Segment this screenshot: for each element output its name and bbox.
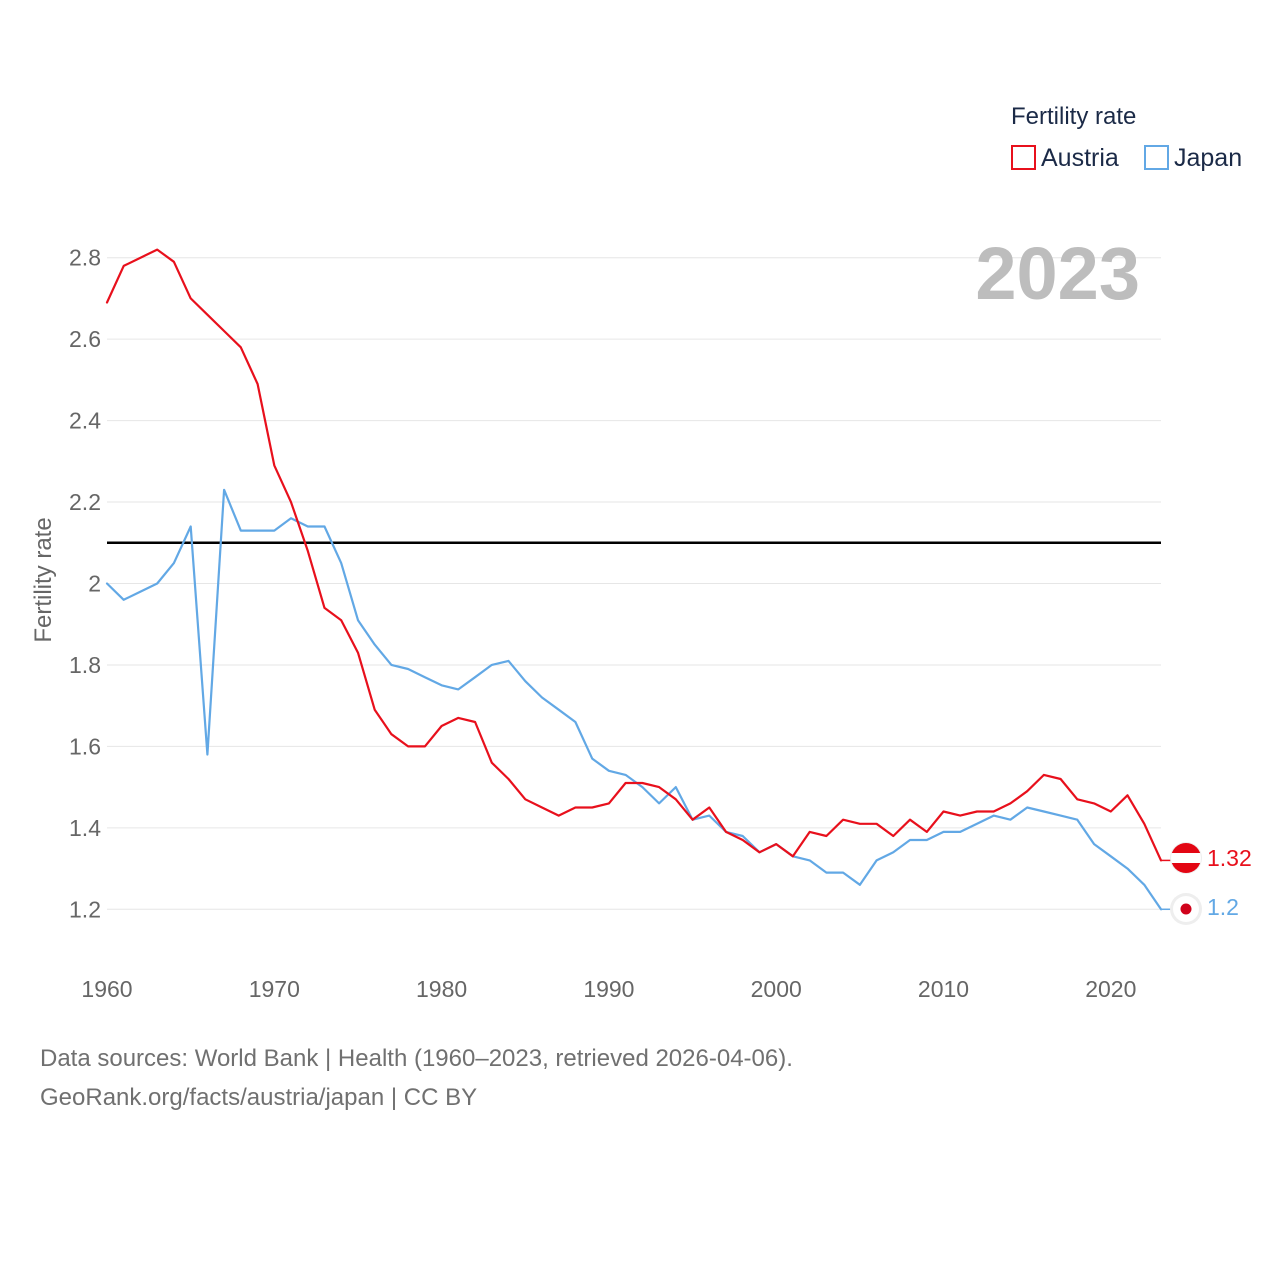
legend-swatch-japan [1144,145,1169,170]
legend-item-japan[interactable]: Japan [1144,144,1242,172]
legend-label-japan: Japan [1174,144,1242,172]
grid [107,257,1161,910]
x-tick-label: 2000 [751,976,802,1002]
year-display: 2023 [975,232,1140,315]
legend-swatch-austria [1011,145,1036,170]
x-tick-label: 1960 [81,976,132,1002]
y-tick-label: 1.8 [69,652,101,678]
y-tick-label: 1.6 [69,733,101,759]
y-tick-label: 1.2 [69,896,101,922]
y-axis: 1.2 1.4 1.6 1.8 2 2.2 2.4 2.6 2.8 [69,245,101,923]
legend-label-austria: Austria [1041,144,1119,172]
y-tick-label: 2 [88,571,101,597]
legend-title: Fertility rate [1011,103,1136,130]
series-line-austria [105,248,1163,862]
japan-flag-icon [1170,893,1202,925]
x-tick-label: 2020 [1085,976,1136,1002]
footer-attribution-link[interactable]: GeoRank.org/facts/austria/japan | CC BY [40,1084,478,1111]
footer-data-source: Data sources: World Bank | Health (1960–… [40,1045,793,1072]
end-markers: 1.32 1.2 [1170,842,1252,925]
y-tick-label: 2.6 [69,326,101,352]
series [105,248,1171,911]
y-tick-label: 2.4 [69,408,101,434]
x-tick-label: 2010 [918,976,969,1002]
x-tick-label: 1980 [416,976,467,1002]
x-tick-label: 1990 [583,976,634,1002]
japan-end-label: 1.2 [1207,894,1239,920]
legend-item-austria[interactable]: Austria [1011,144,1119,172]
y-tick-label: 2.8 [69,245,101,271]
legend: Fertility rate Austria Japan [1011,103,1242,172]
x-axis: 1960 1970 1980 1990 2000 2010 2020 [81,976,1136,1002]
series-line-japan [105,488,1163,911]
y-tick-label: 1.4 [69,815,101,841]
austria-flag-icon [1170,842,1202,874]
x-tick-label: 1970 [249,976,300,1002]
austria-end-label: 1.32 [1207,845,1252,871]
y-tick-label: 2.2 [69,489,101,515]
y-axis-label: Fertility rate [30,517,57,642]
